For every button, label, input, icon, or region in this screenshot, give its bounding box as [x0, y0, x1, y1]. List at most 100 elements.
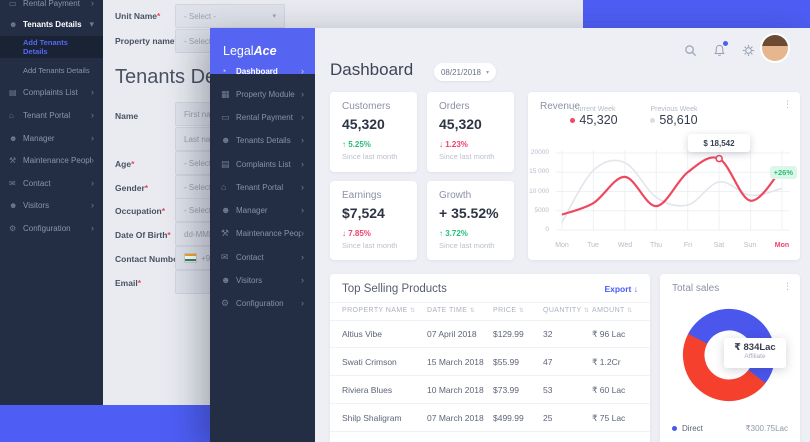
bg-sidebar-item-maintenance-people[interactable]: ⚒ Maintenance People › [9, 155, 94, 165]
revenue-card: Revenue ⋮ Current Week 45,320 Previous W… [528, 92, 800, 260]
contact-number-label: Contact Number [115, 254, 182, 264]
top-selling-products-card: Top Selling Products Export ↓ PROPERTY N… [330, 274, 650, 442]
notifications-bell-icon[interactable] [709, 40, 729, 60]
kebab-menu-icon[interactable]: ⋮ [783, 281, 792, 291]
bg-sidebar-item-manager[interactable]: ☻ Manager › [9, 133, 94, 143]
sidebar-item-dashboard[interactable]: ◔ Dashboard › [221, 66, 304, 76]
sidebar-item-configuration[interactable]: ⚙ Configuration › [221, 297, 304, 309]
user-avatar[interactable] [762, 35, 788, 61]
person-icon: ☻ [9, 133, 18, 143]
table-row[interactable]: Riviera Blues 10 March 2018 $73.99 53 ₹ 60 L… [330, 375, 650, 404]
up-arrow-icon: ↑ [439, 229, 443, 238]
stat-caption: Since last month [439, 241, 495, 250]
chevron-right-icon: › [91, 133, 94, 143]
bg-sidebar-item-complaints-list[interactable]: ▤ Complaints List › [9, 87, 94, 97]
sort-icon[interactable]: ⇅ [409, 308, 416, 314]
sidebar-item-maintenance-people[interactable]: ⚒Maintenance People› [221, 227, 304, 239]
sidebar-item-complaints-list[interactable]: ▤ Complaints List › [221, 158, 304, 170]
india-flag-icon [184, 253, 197, 263]
card-icon: ▭ [9, 0, 17, 8]
search-icon[interactable] [680, 40, 700, 60]
donut-tooltip: ₹ 834Lac Affiliate [724, 338, 786, 368]
chevron-right-icon: › [91, 87, 94, 97]
stat-caption: Since last month [439, 152, 495, 161]
export-button[interactable]: Export ↓ [604, 284, 638, 294]
up-arrow-icon: ↑ [342, 140, 346, 149]
x-tick: Mon [774, 242, 790, 249]
chevron-right-icon: › [301, 112, 304, 122]
property-name-label: Property name* [115, 36, 178, 46]
bg-sidebar-item-visitors[interactable]: ☻ Visitors › [9, 200, 94, 210]
sidebar-item-manager[interactable]: ☻ Manager › [221, 205, 304, 215]
sort-icon[interactable]: ⇅ [469, 308, 476, 314]
date-picker[interactable]: 08/21/2018 ▾ [434, 63, 496, 81]
growth-card: Growth + 35.52% ↑ 3.72% Since last month [427, 181, 514, 260]
card-title: Top Selling Products [342, 283, 447, 295]
sort-icon[interactable]: ⇅ [626, 308, 633, 314]
bg-sidebar-item-configuration[interactable]: ⚙ Configuration › [9, 223, 94, 233]
chevron-right-icon: › [301, 89, 304, 99]
stat-delta: ↓ 1.23% [439, 140, 468, 149]
stat-label: Growth [439, 190, 472, 201]
table-row[interactable]: Shilp Shaligram 07 March 2018 $499.99 25 ₹ 7… [330, 403, 650, 432]
dashboard-sidebar: Legal Ace ◔ Dashboard › ▦ Property Module › ▭… [210, 28, 315, 442]
current-week-dot [570, 117, 576, 123]
person-icon: ☻ [9, 19, 18, 29]
x-tick: Sun [743, 242, 757, 249]
unit-name-select[interactable]: - Select - ▾ [175, 4, 285, 28]
envelope-icon: ✉ [221, 251, 229, 262]
people-icon: ☻ [221, 275, 231, 285]
total-sales-card: Total sales ⋮ ₹ 834Lac Affiliate Direct … [660, 274, 800, 442]
sidebar-item-rental-payment[interactable]: ▭ Rental Payment › [221, 111, 304, 123]
dashboard-window: Legal Ace ◔ Dashboard › ▦ Property Module › ▭… [210, 28, 810, 442]
sort-icon[interactable]: ⇅ [583, 308, 590, 314]
name-label: Name [115, 111, 139, 121]
legend-dot [672, 426, 677, 431]
bg-sidebar-item-tenant-portal[interactable]: ⌂ Tenant Portal › [9, 110, 94, 120]
sidebar-item-tenants-details[interactable]: ☻ Tenants Details › [221, 135, 304, 145]
chevron-right-icon: › [91, 110, 94, 120]
table-row[interactable]: Viaan Residency02 March 2018$219.9912₹ 4… [330, 431, 650, 442]
chevron-right-icon: › [91, 0, 94, 8]
age-label: Age* [115, 159, 135, 169]
bg-sidebar-subitem-add-tenants-details-2[interactable]: Add Tenants Details [23, 65, 90, 75]
bg-sidebar-item-rental-payment[interactable]: ▭ Rental Payment › [9, 0, 94, 8]
table-header: PROPERTY NAME ⇅ DATE TIME ⇅ PRICE ⇅ QUAN… [330, 302, 650, 321]
bg-sidebar-item-contact[interactable]: ✉ Contact › [9, 178, 94, 188]
brand-logo[interactable]: Legal Ace [210, 28, 315, 74]
kebab-menu-icon[interactable]: ⋮ [783, 99, 792, 109]
table-row[interactable]: Altius Vibe 07 April 2018 $129.99 32 ₹ 96 La… [330, 319, 650, 348]
sidebar-item-contact[interactable]: ✉ Contact › [221, 251, 304, 263]
chevron-right-icon: › [301, 66, 304, 76]
stat-label: Earnings [342, 190, 382, 201]
sidebar-item-visitors[interactable]: ☻ Visitors › [221, 275, 304, 285]
background-sidebar: ▭ Rental Payment › ☻ Tenants Details ▾ Add T… [0, 0, 103, 405]
revenue-line-chart [556, 150, 790, 231]
bg-sidebar-item-tenants-details[interactable]: ☻ Tenants Details ▾ [9, 18, 94, 29]
occupation-label: Occupation* [115, 206, 166, 216]
sidebar-item-tenant-portal[interactable]: ⌂ Tenant Portal › [221, 182, 304, 192]
stat-value: $7,524 [342, 205, 385, 221]
chevron-right-icon: › [91, 178, 94, 188]
chevron-right-icon: › [301, 298, 304, 308]
sort-icon[interactable]: ⇅ [518, 308, 525, 314]
document-icon: ▤ [9, 87, 17, 97]
y-axis-labels: 20000 15 000 10 000 5000 0 [529, 149, 549, 233]
table-row[interactable]: Swati Crimson 15 March 2018 $55.99 47 ₹ 1.2C… [330, 347, 650, 376]
sidebar-item-property-module[interactable]: ▦ Property Module › [221, 88, 304, 100]
stat-value: 45,320 [342, 116, 385, 132]
x-tick: Sat [713, 242, 725, 249]
settings-gear-icon[interactable] [738, 40, 758, 60]
stat-label: Customers [342, 101, 391, 112]
chevron-right-icon: › [91, 155, 94, 165]
gear-icon: ⚙ [221, 297, 230, 308]
card-title: Revenue [540, 101, 581, 112]
bg-sidebar-subitem-add-tenants-details[interactable]: Add Tenants Details [0, 36, 103, 58]
email-label: Email* [115, 278, 141, 288]
background-blue-panel [583, 0, 810, 28]
dob-label: Date Of Birth* [115, 230, 171, 240]
chart-tooltip: $ 18,542 [688, 134, 750, 152]
building-icon: ▦ [221, 88, 230, 99]
x-tick: Fri [683, 242, 693, 249]
